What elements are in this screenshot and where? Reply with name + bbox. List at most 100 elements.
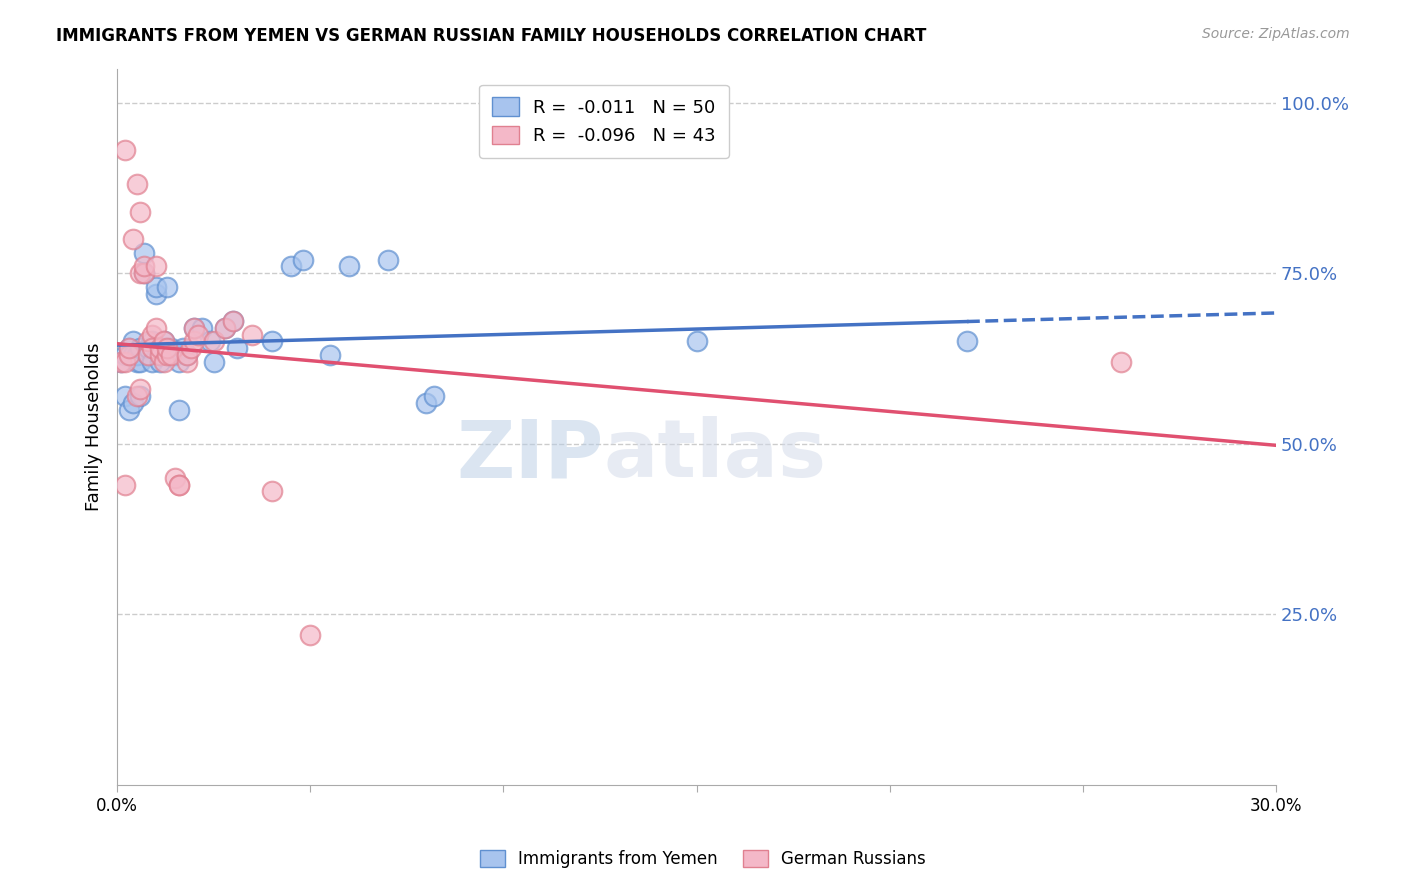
Point	[423, 389, 446, 403]
Point	[337, 260, 360, 274]
Point	[129, 266, 152, 280]
Point	[136, 341, 159, 355]
Point	[222, 314, 245, 328]
Point	[242, 327, 264, 342]
Point	[202, 334, 225, 349]
Legend: Immigrants from Yemen, German Russians: Immigrants from Yemen, German Russians	[474, 843, 932, 875]
Point	[114, 389, 136, 403]
Point	[134, 245, 156, 260]
Point	[180, 341, 202, 355]
Point	[167, 477, 190, 491]
Point	[129, 382, 152, 396]
Point	[145, 286, 167, 301]
Point	[141, 355, 163, 369]
Point	[1111, 355, 1133, 369]
Point	[152, 334, 174, 349]
Point	[160, 348, 183, 362]
Point	[183, 334, 205, 349]
Point	[134, 266, 156, 280]
Point	[118, 348, 141, 362]
Point	[149, 355, 172, 369]
Point	[167, 402, 190, 417]
Text: ZIP: ZIP	[457, 417, 603, 494]
Point	[377, 252, 399, 267]
Point	[114, 348, 136, 362]
Point	[149, 348, 172, 362]
Point	[141, 334, 163, 349]
Point	[121, 396, 143, 410]
Point	[191, 320, 214, 334]
Point	[167, 355, 190, 369]
Point	[280, 260, 302, 274]
Point	[226, 341, 249, 355]
Point	[136, 334, 159, 349]
Point	[121, 232, 143, 246]
Point	[318, 348, 340, 362]
Point	[260, 334, 283, 349]
Point	[214, 320, 236, 334]
Point	[121, 348, 143, 362]
Point	[956, 334, 979, 349]
Point	[156, 280, 179, 294]
Point	[121, 334, 143, 349]
Point	[118, 348, 141, 362]
Point	[145, 320, 167, 334]
Point	[152, 355, 174, 369]
Text: Source: ZipAtlas.com: Source: ZipAtlas.com	[1202, 27, 1350, 41]
Point	[125, 355, 148, 369]
Point	[160, 341, 183, 355]
Point	[129, 204, 152, 219]
Point	[685, 334, 707, 349]
Point	[125, 348, 148, 362]
Point	[156, 341, 179, 355]
Point	[202, 355, 225, 369]
Point	[198, 334, 221, 349]
Point	[114, 144, 136, 158]
Point	[110, 355, 132, 369]
Point	[134, 260, 156, 274]
Legend: R =  -0.011   N = 50, R =  -0.096   N = 43: R = -0.011 N = 50, R = -0.096 N = 43	[479, 85, 728, 158]
Point	[183, 320, 205, 334]
Point	[291, 252, 314, 267]
Point	[165, 471, 187, 485]
Point	[172, 341, 194, 355]
Point	[152, 334, 174, 349]
Point	[214, 320, 236, 334]
Point	[129, 341, 152, 355]
Point	[176, 355, 198, 369]
Point	[260, 484, 283, 499]
Point	[176, 348, 198, 362]
Point	[156, 348, 179, 362]
Point	[183, 320, 205, 334]
Point	[136, 348, 159, 362]
Point	[176, 348, 198, 362]
Point	[187, 327, 209, 342]
Point	[415, 396, 437, 410]
Point	[129, 355, 152, 369]
Point	[152, 341, 174, 355]
Point	[149, 341, 172, 355]
Text: IMMIGRANTS FROM YEMEN VS GERMAN RUSSIAN FAMILY HOUSEHOLDS CORRELATION CHART: IMMIGRANTS FROM YEMEN VS GERMAN RUSSIAN …	[56, 27, 927, 45]
Point	[167, 477, 190, 491]
Point	[136, 348, 159, 362]
Point	[141, 327, 163, 342]
Point	[145, 280, 167, 294]
Point	[165, 348, 187, 362]
Point	[145, 260, 167, 274]
Point	[125, 178, 148, 192]
Point	[118, 341, 141, 355]
Point	[118, 341, 141, 355]
Point	[118, 402, 141, 417]
Y-axis label: Family Households: Family Households	[86, 343, 103, 511]
Point	[222, 314, 245, 328]
Point	[125, 389, 148, 403]
Point	[149, 348, 172, 362]
Point	[129, 389, 152, 403]
Point	[141, 341, 163, 355]
Point	[110, 355, 132, 369]
Point	[114, 477, 136, 491]
Text: atlas: atlas	[603, 417, 827, 494]
Point	[134, 266, 156, 280]
Point	[299, 628, 322, 642]
Point	[114, 355, 136, 369]
